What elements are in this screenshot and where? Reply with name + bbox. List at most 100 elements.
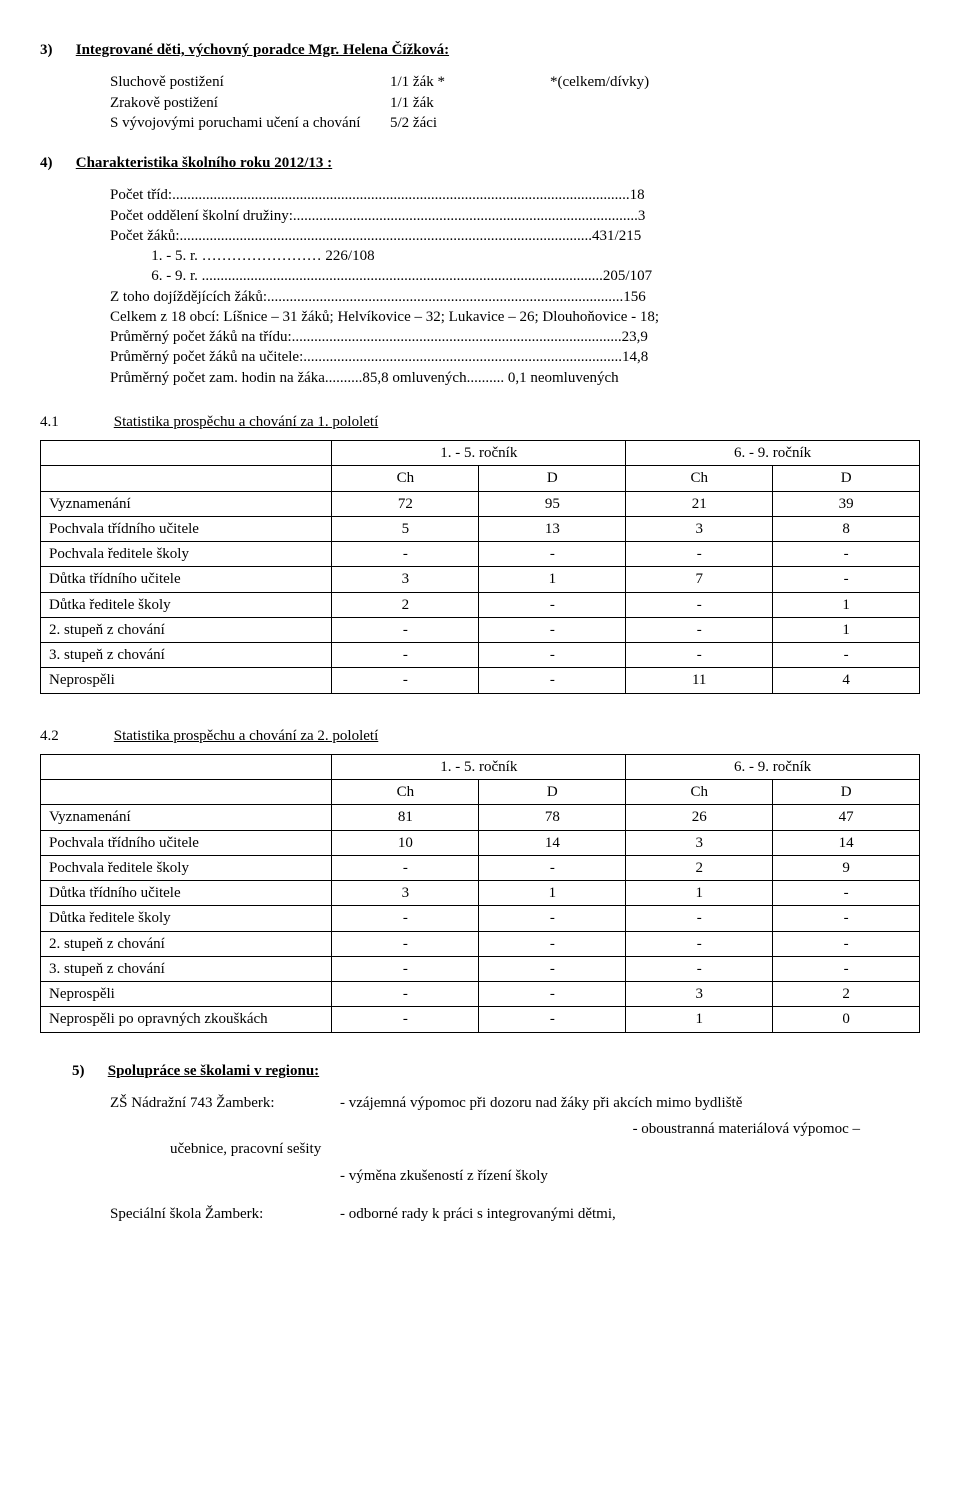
section-3-title: Integrované děti, výchovný poradce Mgr. … bbox=[76, 42, 449, 58]
table-row: 3. stupeň z chování---- bbox=[41, 643, 920, 668]
cell: - bbox=[332, 906, 479, 931]
cell: - bbox=[479, 592, 626, 617]
cell: - bbox=[773, 906, 920, 931]
cell: - bbox=[332, 643, 479, 668]
cell: 26 bbox=[626, 805, 773, 830]
cell: - bbox=[332, 982, 479, 1007]
s5-row: - oboustranná materiálová výpomoc – bbox=[110, 1119, 920, 1139]
sub-4-1-num: 4.1 bbox=[40, 412, 110, 432]
cell: 13 bbox=[479, 516, 626, 541]
table-row: 3. stupeň z chování---- bbox=[41, 956, 920, 981]
s4-line: Průměrný počet zam. hodin na žáka.......… bbox=[110, 368, 920, 388]
cell: - bbox=[332, 1007, 479, 1032]
cell: 14 bbox=[479, 830, 626, 855]
section-5-title: Spolupráce se školami v regionu: bbox=[108, 1063, 319, 1079]
col-sub: Ch bbox=[626, 466, 773, 491]
s5-school: ZŠ Nádražní 743 Žamberk: bbox=[110, 1093, 340, 1113]
col-sub: Ch bbox=[332, 780, 479, 805]
row-label: Důtka ředitele školy bbox=[41, 906, 332, 931]
section-4-num: 4) bbox=[40, 153, 72, 173]
cell: 39 bbox=[773, 491, 920, 516]
cell: - bbox=[332, 617, 479, 642]
section-3-body: Sluchově postižení 1/1 žák * *(celkem/dí… bbox=[110, 72, 920, 133]
col-head: 6. - 9. ročník bbox=[626, 754, 920, 779]
s5-row: učebnice, pracovní sešity bbox=[110, 1139, 920, 1159]
cell: - bbox=[773, 956, 920, 981]
cell: 78 bbox=[479, 805, 626, 830]
cell: 47 bbox=[773, 805, 920, 830]
s4-line: 1. - 5. r. …………………… 226/108 bbox=[110, 246, 920, 266]
s4-line: Průměrný počet žáků na učitele:.........… bbox=[110, 347, 920, 367]
cell: - bbox=[479, 931, 626, 956]
cell: 1 bbox=[479, 567, 626, 592]
cell: 8 bbox=[773, 516, 920, 541]
cell: - bbox=[479, 617, 626, 642]
cell: - bbox=[626, 643, 773, 668]
table-row: 2. stupeň z chování---1 bbox=[41, 617, 920, 642]
table-row: Neprospěli--114 bbox=[41, 668, 920, 693]
row-label: Důtka třídního učitele bbox=[41, 567, 332, 592]
col-sub: D bbox=[479, 466, 626, 491]
col-head: 1. - 5. ročník bbox=[332, 441, 626, 466]
row-label: Důtka ředitele školy bbox=[41, 592, 332, 617]
col-sub: D bbox=[773, 466, 920, 491]
cell: - bbox=[773, 542, 920, 567]
s3-row-1: Zrakově postižení 1/1 žák bbox=[110, 93, 920, 113]
cell: 72 bbox=[332, 491, 479, 516]
section-4-title: Charakteristika školního roku 2012/13 : bbox=[76, 155, 332, 171]
section-5-head: 5) Spolupráce se školami v regionu: bbox=[72, 1061, 920, 1081]
cell: - bbox=[626, 906, 773, 931]
sub-4-2-num: 4.2 bbox=[40, 726, 110, 746]
section-4-body: Počet tříd:.............................… bbox=[110, 185, 920, 388]
s3-row-val: 5/2 žáci bbox=[390, 113, 550, 133]
row-label: Pochvala třídního učitele bbox=[41, 516, 332, 541]
cell: 9 bbox=[773, 855, 920, 880]
row-label: 3. stupeň z chování bbox=[41, 956, 332, 981]
s4-line: 6. - 9. r. .............................… bbox=[110, 266, 920, 286]
section-5-num: 5) bbox=[72, 1061, 104, 1081]
cell: - bbox=[332, 931, 479, 956]
row-label: Neprospěli po opravných zkouškách bbox=[41, 1007, 332, 1032]
cell: 1 bbox=[626, 1007, 773, 1032]
s5-indent-line: učebnice, pracovní sešity bbox=[110, 1139, 400, 1159]
cell: 1 bbox=[773, 592, 920, 617]
cell: 21 bbox=[626, 491, 773, 516]
cell: - bbox=[479, 643, 626, 668]
table-row: Ch D Ch D bbox=[41, 780, 920, 805]
cell: 81 bbox=[332, 805, 479, 830]
cell: - bbox=[773, 881, 920, 906]
table-row: 2. stupeň z chování---- bbox=[41, 931, 920, 956]
s5-block-1: Speciální škola Žamberk: - odborné rady … bbox=[110, 1204, 920, 1224]
table-row: Důtka ředitele školy---- bbox=[41, 906, 920, 931]
cell: 3 bbox=[332, 881, 479, 906]
cell: - bbox=[773, 643, 920, 668]
col-sub: D bbox=[479, 780, 626, 805]
cell: 2 bbox=[773, 982, 920, 1007]
table-row: Vyznamenání72952139 bbox=[41, 491, 920, 516]
s4-line: Počet žáků:.............................… bbox=[110, 226, 920, 246]
section-3-head: 3) Integrované děti, výchovný poradce Mg… bbox=[40, 40, 920, 60]
col-sub: D bbox=[773, 780, 920, 805]
s5-line: - vzájemná výpomoc při dozoru nad žáky p… bbox=[340, 1093, 920, 1113]
table-row: Neprospěli--32 bbox=[41, 982, 920, 1007]
s3-row-label: S vývojovými poruchami učení a chování bbox=[110, 113, 390, 133]
cell: - bbox=[626, 931, 773, 956]
subsection-4-1: 4.1 Statistika prospěchu a chování za 1.… bbox=[40, 412, 920, 432]
table-row: Vyznamenání81782647 bbox=[41, 805, 920, 830]
cell: 2 bbox=[332, 592, 479, 617]
row-label: 3. stupeň z chování bbox=[41, 643, 332, 668]
s4-line: Počet oddělení školní družiny:..........… bbox=[110, 206, 920, 226]
cell: - bbox=[332, 668, 479, 693]
cell: - bbox=[332, 855, 479, 880]
row-label: Neprospěli bbox=[41, 668, 332, 693]
cell: 3 bbox=[626, 830, 773, 855]
cell: - bbox=[332, 956, 479, 981]
cell: 10 bbox=[332, 830, 479, 855]
table-row: 1. - 5. ročník 6. - 9. ročník bbox=[41, 441, 920, 466]
table-row: Důtka třídního učitele311- bbox=[41, 881, 920, 906]
s3-row-val: 1/1 žák * bbox=[390, 72, 550, 92]
table-row: 1. - 5. ročník 6. - 9. ročník bbox=[41, 754, 920, 779]
s5-line: - oboustranná materiálová výpomoc – bbox=[340, 1119, 920, 1139]
row-label: Vyznamenání bbox=[41, 805, 332, 830]
row-label: Důtka třídního učitele bbox=[41, 881, 332, 906]
